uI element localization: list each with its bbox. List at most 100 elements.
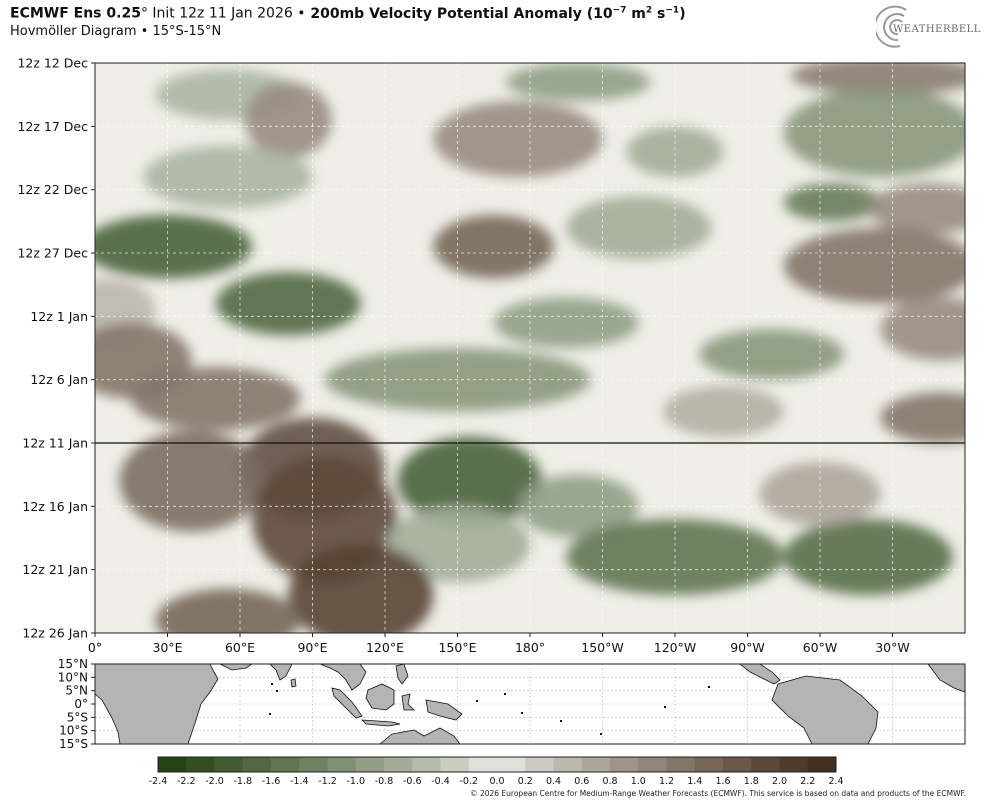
colorbar-cell [384, 757, 413, 772]
colorbar-label: -2.2 [177, 776, 196, 787]
anomaly-blob-0 [505, 63, 651, 101]
colorbar-label: -1.8 [233, 776, 252, 787]
colorbar-cell [468, 757, 498, 772]
heatmap-area [94, 62, 966, 634]
x-tick-label: 60°W [803, 640, 838, 655]
y-tick-label: 12z 27 Dec [17, 246, 88, 261]
colorbar-label: -0.6 [403, 776, 422, 787]
anomaly-blob-28 [517, 474, 639, 538]
x-tick-label: 30°W [875, 640, 910, 655]
x-tick-label: 150°E [438, 640, 476, 655]
colorbar-cell [242, 757, 272, 772]
x-tick-label: 120°E [366, 640, 404, 655]
anomaly-blob-4 [433, 101, 603, 177]
anomaly-blob-19 [699, 329, 845, 380]
anomaly-blob-6 [626, 126, 724, 177]
colorbar-cell [610, 757, 639, 772]
colorbar-label: 2.0 [772, 776, 787, 787]
colorbar-label: -1.6 [262, 776, 281, 787]
colorbar-frame [157, 756, 837, 773]
anomaly-blob-14 [215, 272, 361, 336]
colorbar-cell [158, 757, 187, 772]
anomaly-blob-34 [155, 588, 301, 633]
colorbar-label: 1.0 [631, 776, 646, 787]
anomaly-blob-9 [868, 183, 965, 234]
colorbar-label: 0.4 [546, 776, 561, 787]
colorbar-label: 1.2 [659, 776, 674, 787]
colorbar-label: -0.2 [459, 776, 478, 787]
colorbar-cell [271, 757, 300, 772]
x-tick-label: 120°W [654, 640, 696, 655]
anomaly-blob-33 [288, 544, 434, 633]
colorbar-cell [214, 757, 244, 772]
colorbar-label: 1.4 [687, 776, 702, 787]
anomaly-blob-23 [880, 392, 965, 443]
colorbar-label: 0.6 [574, 776, 589, 787]
colorbar-label: 0.8 [602, 776, 617, 787]
lat-tick-label: 10°N [58, 670, 88, 684]
y-tick-label: 12z 21 Jan [22, 562, 88, 577]
x-tick-label: 90°W [730, 640, 765, 655]
y-tick-label: 12z 6 Jan [30, 372, 88, 387]
colorbar-cell [553, 757, 583, 772]
anomaly-blob-16 [493, 297, 639, 348]
colorbar-label: -2.0 [205, 776, 224, 787]
lat-tick-label: 10°S [59, 724, 88, 738]
anomaly-blob-8 [783, 183, 881, 222]
colorbar-label: 2.4 [828, 776, 843, 787]
java-land [360, 719, 401, 727]
colorbar-cell [440, 757, 470, 772]
chart-subtitle: Hovmöller Diagram • 15°S-15°N [10, 24, 222, 39]
sulawesi-land [401, 693, 415, 711]
africa-land [94, 663, 219, 745]
anomaly-blob-25 [119, 430, 265, 532]
y-tick-label: 12z 26 Jan [22, 626, 88, 641]
colorbar-cell [751, 757, 780, 772]
colorbar-label: -0.8 [375, 776, 394, 787]
colorbar-cell [497, 757, 526, 772]
lat-tick-label: 5°S [67, 710, 88, 724]
indochina-land [319, 663, 367, 691]
colorbar-cell [779, 757, 809, 772]
tropical-map: 15°N10°N5°N0°5°S10°S15°S [58, 657, 966, 751]
y-tick-label: 12z 16 Jan [22, 499, 88, 514]
anomaly-blob-21 [131, 367, 301, 431]
colorbar-label: -1.0 [346, 776, 365, 787]
y-tick-label: 12z 1 Jan [30, 309, 88, 324]
anomaly-blob-11 [433, 215, 555, 279]
x-tick-label: 60°E [225, 640, 255, 655]
colorbar-cell [355, 757, 385, 772]
logo-swirl-outer [876, 5, 907, 48]
colorbar-cell [581, 757, 611, 772]
weatherbell-logo [876, 5, 907, 48]
colorbar-label: 1.6 [715, 776, 730, 787]
colorbar-cell [723, 757, 752, 772]
colorbar-label: -0.4 [431, 776, 450, 787]
lat-tick-label: 15°S [59, 737, 88, 751]
y-tick-label: 12z 12 Dec [17, 56, 88, 71]
colorbar-cell [694, 757, 724, 772]
colorbar: -2.4 -2.2 -2.0 -1.8 -1.6 -1.4 -1.2 -1.0 -0.8 -0.6… [149, 756, 844, 787]
colorbar-cell [638, 757, 667, 772]
colorbar-cell [525, 757, 554, 772]
logo-text: WEATHERBELL [893, 24, 981, 35]
x-tick-label: 0° [88, 640, 102, 655]
colorbar-label: 1.8 [744, 776, 759, 787]
anomaly-blob-12 [566, 196, 712, 260]
chart-title: ECMWF Ens 0.25° Init 12z 11 Jan 2026 • 2… [10, 5, 686, 22]
logo-swirl-mid [883, 13, 905, 42]
south-america-land [771, 675, 879, 745]
australia-top [378, 727, 461, 745]
anomaly-blob-10 [95, 215, 253, 279]
colorbar-label: 0.2 [518, 776, 533, 787]
anomaly-blob-32 [759, 462, 881, 526]
anomaly-blob-3 [244, 82, 332, 158]
anomaly-blob-7 [143, 145, 313, 209]
y-axis-ticks: 12z 12 Dec 12z 17 Dec 12z 22 Dec 12z 27 Dec… [17, 56, 95, 641]
borneo-land [365, 683, 395, 711]
central-america-land [738, 663, 781, 685]
colorbar-cell [327, 757, 357, 772]
anomaly-blob-13 [783, 227, 965, 304]
map-dots [269, 683, 710, 735]
